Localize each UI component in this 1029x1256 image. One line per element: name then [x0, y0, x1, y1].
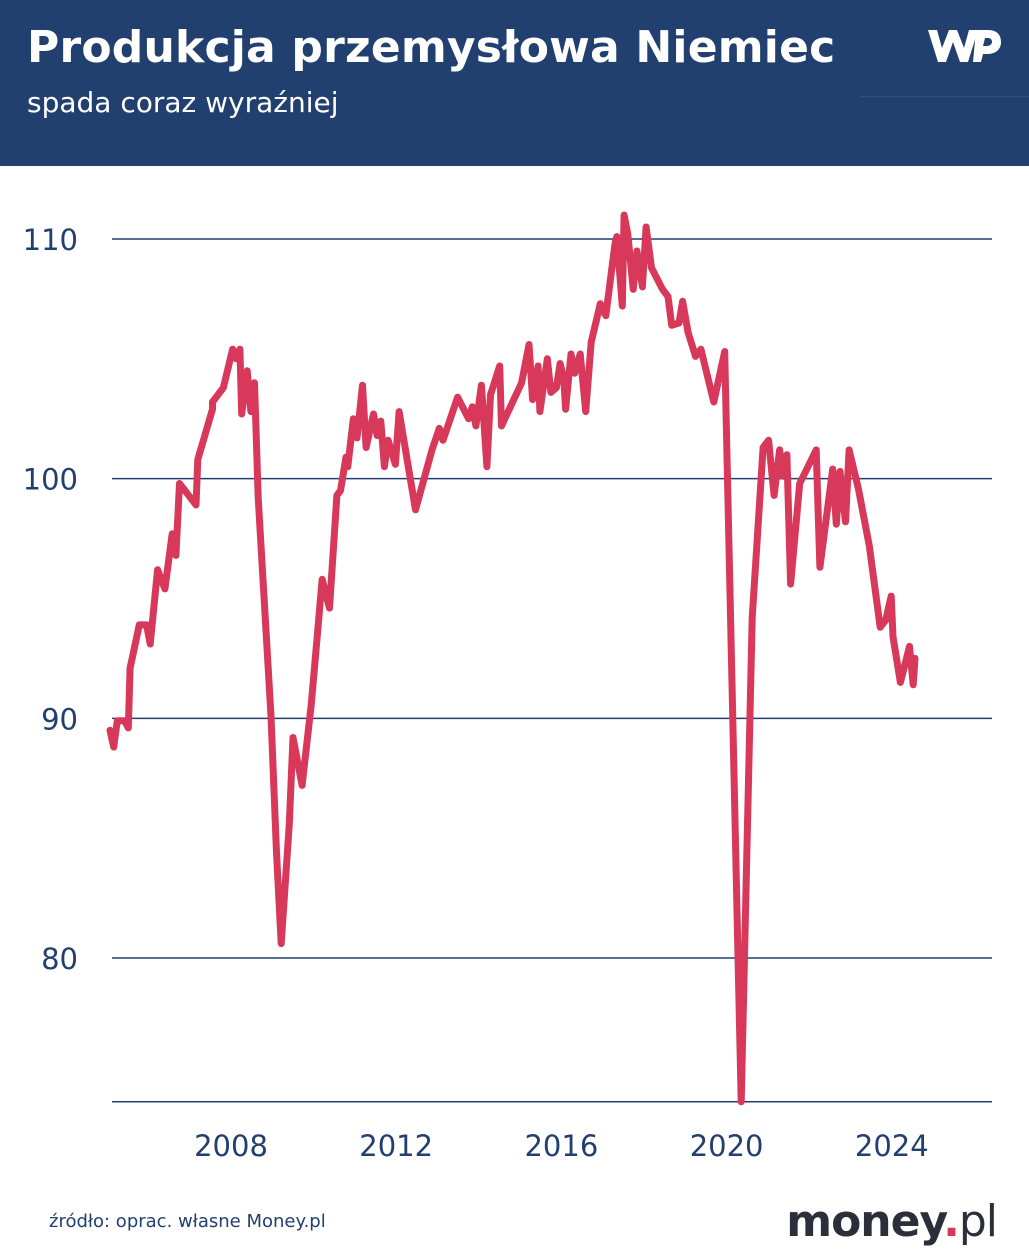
brand-main: money: [786, 1196, 944, 1247]
money-pl-logo[interactable]: money.pl: [786, 1196, 998, 1247]
series-line: [106, 211, 919, 1106]
wp-logo-icon[interactable]: [926, 22, 1002, 70]
x-tick-label: 2020: [690, 1129, 764, 1163]
logo-panel: [860, 0, 1029, 97]
y-tick-label: 90: [41, 702, 78, 736]
brand-dot: .: [943, 1196, 960, 1247]
y-tick-label: 100: [23, 463, 78, 497]
line-chart: 110 100 90 80 2008 2012 2016 2020 2024: [23, 211, 992, 1163]
grid-lines: [112, 238, 992, 1103]
chart-subtitle: spada coraz wyraźniej: [27, 86, 339, 119]
x-tick-label: 2012: [359, 1129, 433, 1163]
series-layer: [106, 211, 919, 1106]
y-axis-ticks: 110 100 90 80: [23, 223, 78, 976]
y-tick-label: 80: [41, 942, 78, 976]
source-note: źródło: oprac. własne Money.pl: [49, 1211, 326, 1232]
chart-title: Produkcja przemysłowa Niemiec: [27, 22, 836, 73]
x-tick-label: 2008: [194, 1129, 268, 1163]
x-tick-label: 2024: [855, 1129, 929, 1163]
x-tick-label: 2016: [524, 1129, 598, 1163]
brand-tld: pl: [958, 1196, 998, 1247]
header-banner: Produkcja przemysłowa Niemiec spada cora…: [0, 0, 1029, 166]
x-axis-ticks: 2008 2012 2016 2020 2024: [194, 1129, 929, 1163]
y-tick-label: 110: [23, 223, 78, 257]
